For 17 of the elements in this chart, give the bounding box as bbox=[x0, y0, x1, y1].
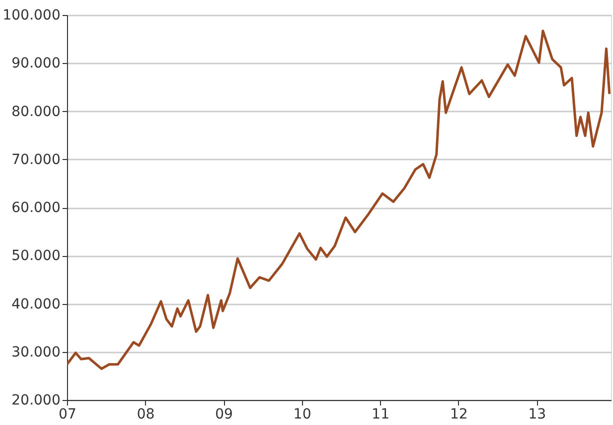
x-tick-label: 12 bbox=[450, 406, 468, 422]
y-tick-label: 80.000 bbox=[12, 104, 60, 120]
x-tick-label: 13 bbox=[528, 406, 546, 422]
x-tick-label: 11 bbox=[372, 406, 390, 422]
y-tick-label: 20.000 bbox=[12, 392, 60, 408]
y-tick-label: 70.000 bbox=[12, 152, 60, 168]
x-tick-label: 08 bbox=[136, 406, 155, 422]
y-tick-label: 30.000 bbox=[12, 344, 60, 360]
x-tick-label: 10 bbox=[293, 406, 312, 422]
y-tick-label: 40.000 bbox=[12, 296, 60, 312]
y-tick-label: 100.000 bbox=[2, 8, 60, 24]
x-tick-label: 09 bbox=[215, 406, 233, 422]
y-tick-label: 60.000 bbox=[12, 200, 60, 216]
y-tick-label: 90.000 bbox=[12, 56, 60, 72]
y-tick-label: 50.000 bbox=[12, 248, 60, 264]
x-tick-label: 07 bbox=[58, 406, 76, 422]
line-series bbox=[67, 30, 611, 370]
